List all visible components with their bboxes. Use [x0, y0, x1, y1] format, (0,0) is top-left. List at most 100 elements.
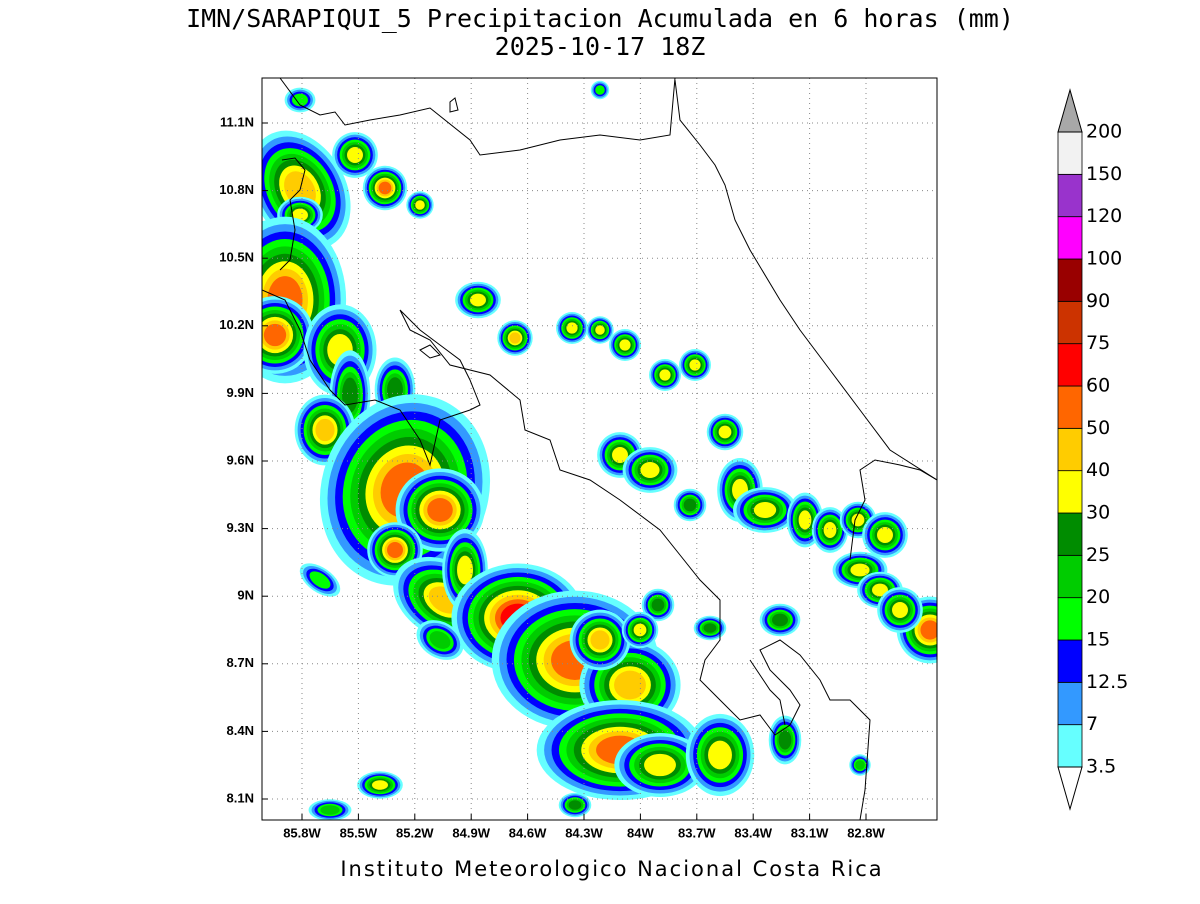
colorbar-label: 15 — [1086, 629, 1110, 651]
precip-area — [619, 339, 631, 351]
precip-area — [614, 670, 646, 700]
lat-tick-label: 10.8N — [219, 182, 254, 197]
precip-area — [850, 563, 870, 577]
colorbar-band — [1057, 597, 1083, 641]
lat-tick-label: 8.7N — [227, 655, 254, 670]
precip-area — [315, 418, 335, 442]
precip-area — [651, 598, 665, 612]
lon-tick-label: 83.1W — [791, 825, 829, 840]
precip-area — [309, 571, 331, 589]
precip-area — [427, 498, 453, 522]
precip-area — [851, 513, 865, 527]
map-frame — [261, 77, 938, 821]
lon-tick-label: 84W — [627, 825, 654, 840]
colorbar-label: 7 — [1086, 713, 1098, 735]
colorbar-label: 100 — [1086, 248, 1122, 270]
precip-area — [872, 583, 888, 597]
precip-area — [568, 800, 582, 810]
precip-area — [823, 522, 837, 538]
colorbar-band — [1057, 554, 1083, 599]
colorbar-label: 20 — [1086, 586, 1110, 608]
precip-area — [470, 293, 486, 307]
precip-area — [855, 760, 865, 770]
colorbar-label: 12.5 — [1086, 671, 1128, 693]
precip-area — [347, 147, 363, 163]
colorbar-label: 25 — [1086, 544, 1110, 566]
lat-tick-label: 10.2N — [219, 317, 254, 332]
lon-tick-label: 85.8W — [283, 825, 321, 840]
footer: Instituto Meteorologico Nacional Costa R… — [340, 857, 883, 881]
colorbar-label: 150 — [1086, 163, 1122, 185]
precip-area — [753, 502, 777, 518]
precip-area — [659, 369, 671, 381]
precip-area — [457, 555, 473, 585]
precip-area — [378, 181, 392, 195]
lat-tick-label: 10.5N — [219, 250, 254, 265]
subtitle: 2025-10-17 18Z — [495, 32, 706, 61]
lon-tick-label: 83.7W — [678, 825, 716, 840]
colorbar-label: 50 — [1086, 417, 1110, 439]
precip-area — [415, 200, 425, 210]
colorbar-band — [1057, 512, 1083, 556]
colorbar-band — [1057, 258, 1083, 302]
lat-tick-label: 11.1N — [220, 114, 254, 129]
lon-tick-label: 82.8W — [847, 825, 885, 840]
colorbar-band — [1057, 639, 1083, 683]
precip-area — [644, 753, 676, 777]
precip-area — [263, 323, 287, 347]
lat-tick-label: 9N — [237, 588, 254, 603]
title: IMN/SARAPIQUI_5 Precipitacion Acumulada … — [186, 4, 1014, 33]
precip-area — [778, 730, 792, 750]
colorbar-label: 40 — [1086, 459, 1110, 481]
precip-area — [708, 740, 732, 770]
precip-area — [612, 447, 628, 463]
coastlines — [262, 78, 937, 820]
lon-tick-label: 83.4W — [734, 825, 772, 840]
colorbar-label: 200 — [1086, 121, 1122, 143]
lon-tick-label: 84.3W — [565, 825, 603, 840]
colorbar-band — [1057, 385, 1083, 429]
colorbar-label: 60 — [1086, 375, 1110, 397]
colorbar: 3.5 7 12.5 15 20 25 30 40 50 60 75 90 100 120 150 200 — [1057, 88, 1128, 811]
lat-tick-label: 9.9N — [227, 385, 254, 400]
precip-area — [640, 462, 660, 478]
lon-tick-label: 85.5W — [340, 825, 378, 840]
lat-tick-label: 8.1N — [227, 790, 254, 805]
colorbar-band — [1057, 427, 1083, 472]
colorbar-band — [1057, 131, 1083, 175]
precip-area — [718, 425, 732, 439]
colorbar-label: 90 — [1086, 290, 1110, 312]
lat-tick-label: 9.3N — [227, 520, 254, 535]
lat-tick-label: 8.4N — [227, 723, 254, 738]
graticule: 85.8W 85.5W 85.2W 84.9W 84.6W 84.3W 84W 83.7W 83… — [219, 78, 937, 840]
precip-area — [595, 325, 605, 335]
colorbar-label: 75 — [1086, 332, 1110, 354]
lat-tick-label: 9.6N — [227, 452, 254, 467]
lon-tick-label: 84.6W — [509, 825, 547, 840]
precip-area — [683, 498, 697, 512]
colorbar-band — [1057, 724, 1083, 768]
precip-area — [892, 602, 908, 618]
precip-area — [590, 630, 610, 650]
precip-area — [633, 623, 647, 637]
colorbar-band — [1057, 681, 1083, 726]
precip-area — [387, 542, 403, 558]
precip-area — [595, 85, 605, 95]
lon-tick-label: 84.9W — [452, 825, 490, 840]
colorbar-band — [1057, 216, 1083, 260]
precip-area — [877, 527, 893, 543]
precip-area — [689, 359, 701, 371]
colorbar-over — [1057, 88, 1083, 133]
colorbar-band — [1057, 173, 1083, 218]
precip-area — [703, 623, 717, 633]
precip-area — [372, 780, 388, 790]
colorbar-band — [1057, 343, 1083, 387]
precip-area — [772, 613, 788, 627]
colorbar-under — [1057, 766, 1083, 811]
colorbar-band — [1057, 470, 1083, 514]
colorbar-label: 30 — [1086, 502, 1110, 524]
precip-area — [920, 620, 937, 640]
precipitation-field — [262, 80, 937, 820]
colorbar-label: 3.5 — [1086, 756, 1116, 778]
